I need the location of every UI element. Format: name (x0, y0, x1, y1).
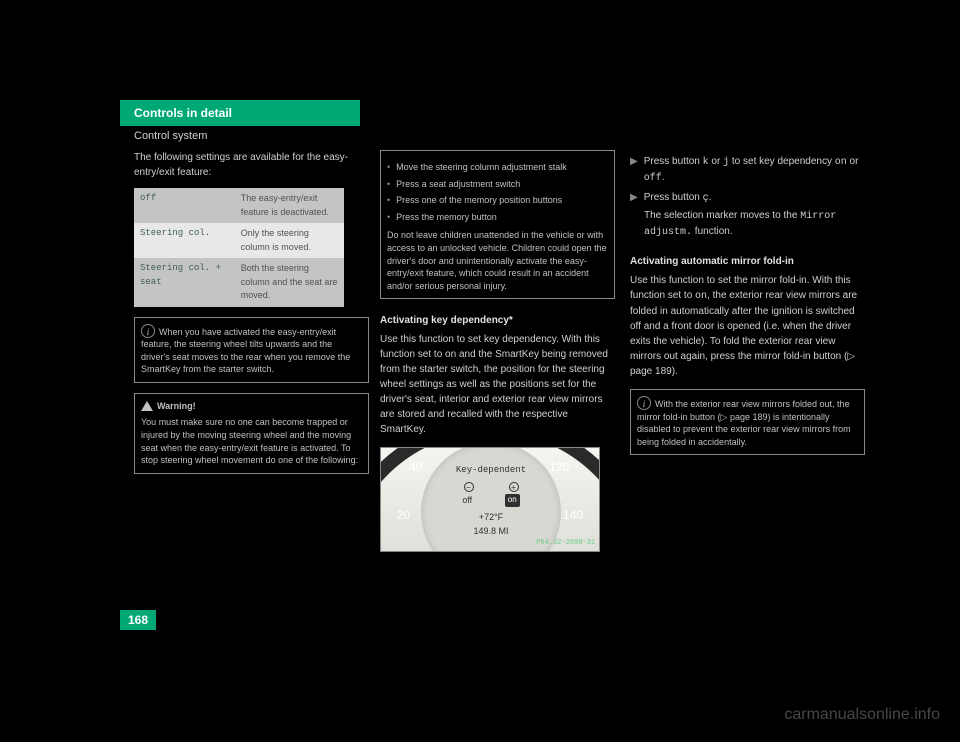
step-item: ▶ Press button k or j to set key depende… (630, 154, 865, 186)
warning-tail: Do not leave children unattended in the … (387, 229, 608, 292)
gauge-odo: 149.8 MI (446, 525, 536, 539)
step-item: ▶ Press button ç. (630, 190, 865, 206)
option-code: Steering col. (134, 223, 235, 258)
table-row: Steering col. Only the steering column i… (134, 223, 344, 258)
info-icon: i (141, 324, 155, 338)
bullet-icon: • (387, 194, 390, 207)
step-result-text: The selection marker moves to the (644, 210, 800, 221)
heading-key-dependency: Activating key dependency* (380, 313, 615, 328)
page-number: 168 (120, 610, 156, 630)
gauge-on-label: on (505, 494, 520, 508)
step-result-text: function. (692, 226, 733, 237)
warning-title: Warning! (157, 400, 196, 413)
table-row: off The easy-entry/exit feature is deact… (134, 188, 344, 223)
warning-body: You must make sure no one can become tra… (141, 416, 362, 466)
image-ref: P54.32-2090-31 (536, 538, 595, 549)
bullet-icon: • (387, 178, 390, 191)
info-icon: i (637, 396, 651, 410)
gauge-temp: +72°F (446, 511, 536, 525)
text-key-dependency: Use this function to set key dependency.… (380, 332, 615, 437)
option-desc: Only the steering column is moved. (235, 223, 344, 258)
info-text: When you have activated the easy-entry/e… (141, 327, 350, 375)
warning-bullet: Press one of the memory position buttons (396, 194, 608, 207)
code-off: off (644, 173, 662, 184)
step-text: or (709, 156, 723, 167)
gauge-title: Key-dependent (446, 464, 536, 478)
bullet-icon: • (387, 161, 390, 174)
step-text: . (662, 172, 665, 183)
warning-box: Warning! You must make sure no one can b… (134, 393, 369, 474)
warning-bullet: Press a seat adjustment switch (396, 178, 608, 191)
option-code: off (134, 188, 235, 223)
step-result: The selection marker moves to the Mirror… (644, 208, 865, 240)
gauge-num: 120 (549, 458, 569, 476)
step-text: . (709, 192, 712, 203)
section-subtitle: Control system (134, 130, 860, 142)
watermark: carmanualsonline.info (784, 706, 940, 724)
option-desc: The easy-entry/exit feature is deactivat… (235, 188, 344, 223)
option-code: Steering col. + seat (134, 258, 235, 307)
section-header: Controls in detail (120, 100, 360, 126)
warning-head: Warning! (141, 400, 362, 413)
info-box: iWhen you have activated the easy-entry/… (134, 317, 369, 383)
step-text: Press button (644, 192, 703, 203)
step-text: to set key dependency (729, 156, 835, 167)
warning-icon (141, 401, 153, 411)
bullet-icon: • (387, 211, 390, 224)
warning-bullet: Press the memory button (396, 211, 608, 224)
minus-icon: − (464, 482, 474, 492)
table-row: Steering col. + seat Both the steering c… (134, 258, 344, 307)
gauge-num: 40 (409, 458, 422, 476)
gauge-off-label: off (462, 494, 472, 508)
gauge-display: 20 40 120 140 Key-dependent − + off on +… (380, 447, 600, 552)
page-ref: page 189 (730, 412, 768, 422)
gauge-num: 20 (397, 506, 410, 524)
step-text: Press button (644, 156, 703, 167)
heading-mirror: Activating automatic mirror fold-in (630, 254, 865, 269)
warning-box-cont: • Move the steering column adjustment sta… (380, 150, 615, 299)
option-desc: Both the steering column and the seat ar… (235, 258, 344, 307)
options-table: off The easy-entry/exit feature is deact… (134, 188, 344, 307)
warning-bullet: Move the steering column adjustment stal… (396, 161, 608, 174)
code-on: on (695, 291, 707, 302)
step-arrow-icon: ▶ (630, 190, 638, 206)
text-mirror: Use this function to set the mirror fold… (630, 273, 865, 379)
page-ref: page 189 (630, 366, 672, 377)
info-box-mirror: iWith the exterior rear view mirrors fol… (630, 389, 865, 455)
code-on: on (835, 157, 847, 168)
step-arrow-icon: ▶ (630, 154, 638, 186)
gauge-num: 140 (563, 506, 583, 524)
step-text: or (847, 156, 859, 167)
col1-intro: The following settings are available for… (134, 150, 369, 180)
plus-icon: + (509, 482, 519, 492)
